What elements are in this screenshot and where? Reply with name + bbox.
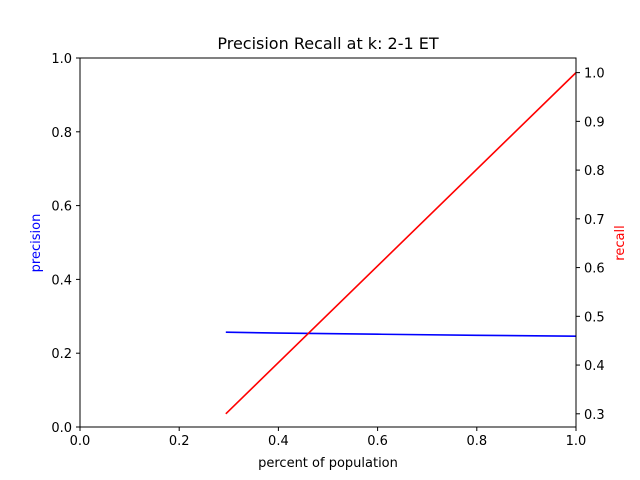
right-y-tick-label: 0.5 [584,310,605,325]
left-y-tick-label: 0.8 [51,126,72,141]
left-y-tick-label: 1.0 [51,52,72,67]
precision-series-line [225,331,577,338]
x-tick-label: 0.8 [466,434,487,449]
plot-frame [79,57,577,428]
x-tick-label: 0.4 [268,434,289,449]
right-y-tick-label: 0.8 [584,164,605,179]
x-axis-label: percent of population [258,456,398,471]
right-y-tick-label: 0.7 [584,213,605,228]
plot-lines [225,72,577,415]
right-y-tick-label: 0.6 [584,262,605,277]
right-y-axis-ticks: 0.3 0.4 0.5 0.6 0.7 0.8 0.9 1.0 [576,67,605,423]
x-axis-ticks: 0.0 0.2 0.4 0.6 0.8 1.0 [70,427,587,449]
right-y-tick-label: 0.9 [584,115,605,130]
right-y-tick-label: 0.3 [584,408,605,423]
left-y-axis-ticks: 0.0 0.2 0.4 0.6 0.8 1.0 [51,52,80,436]
left-y-axis-label: precision [29,214,44,273]
chart-title: Precision Recall at k: 2-1 ET [217,34,439,53]
x-tick-label: 0.6 [367,434,388,449]
x-tick-label: 0.2 [169,434,190,449]
left-y-tick-label: 0.4 [51,273,72,288]
left-y-tick-label: 0.2 [51,347,72,362]
left-y-tick-label: 0.0 [51,421,72,436]
recall-series-line [225,72,577,415]
right-y-axis-label: recall [613,225,628,260]
left-y-tick-label: 0.6 [51,200,72,215]
right-y-tick-label: 0.4 [584,359,605,374]
x-tick-label: 1.0 [566,434,587,449]
right-y-tick-label: 1.0 [584,67,605,82]
x-tick-label: 0.0 [70,434,91,449]
